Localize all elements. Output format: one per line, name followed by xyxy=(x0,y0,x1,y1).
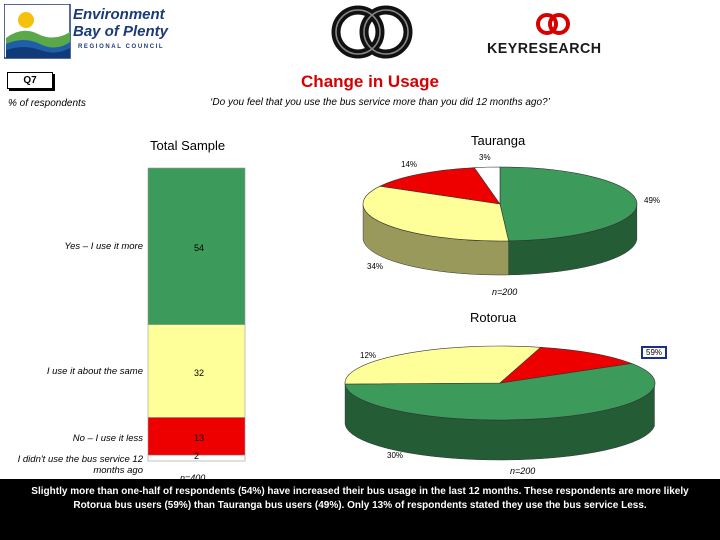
bar-value-label: 32 xyxy=(194,368,205,378)
pie-value-label: 59% xyxy=(641,346,668,359)
pie-slice xyxy=(499,166,638,242)
pie-slice xyxy=(499,346,633,384)
page-title: Change in Usage xyxy=(301,72,439,91)
percent-label: % of respondents xyxy=(8,98,86,109)
bar-value-label: 54 xyxy=(194,243,205,253)
bar-value-label: 2 xyxy=(194,451,200,461)
tauranga-n-label: n=200 xyxy=(492,287,518,297)
pie-value-label: 14% xyxy=(401,160,418,169)
org-name-line2: Bay of Plenty xyxy=(73,23,169,40)
rotorua-n-label: n=200 xyxy=(510,466,536,476)
pie-value-label: 49% xyxy=(644,196,661,205)
bar-chart-title: Total Sample xyxy=(150,138,226,153)
keyresearch-rings-icon xyxy=(536,13,570,35)
pie-slice xyxy=(378,167,501,205)
org-name-line1: Environment xyxy=(73,6,165,23)
question-text: ‘Do you feel that you use the bus servic… xyxy=(210,97,550,108)
bar-segment xyxy=(147,417,246,456)
question-code-badge: Q7 xyxy=(7,72,53,89)
pie-slice xyxy=(344,363,656,421)
pie-value-label: 12% xyxy=(360,351,377,360)
bar-segment xyxy=(147,454,246,462)
research-brand: KEYRESEARCH xyxy=(487,40,602,57)
sun-icon xyxy=(18,12,34,28)
pie-value-label: 30% xyxy=(387,451,404,460)
bar-value-label: 13 xyxy=(194,433,205,443)
bar-category-label: I didn't use the bus service 12 months a… xyxy=(17,454,143,476)
pie-value-label: 3% xyxy=(479,153,491,162)
pie-value-label: 34% xyxy=(367,262,384,271)
header-bar: Environment Bay of Plenty REGIONAL COUNC… xyxy=(0,0,720,62)
rings-logo xyxy=(331,5,413,59)
bar-category-label: No – I use it less xyxy=(72,433,143,444)
footer-summary: Slightly more than one-half of responden… xyxy=(0,479,720,540)
bar-segment xyxy=(147,167,246,325)
bar-n-label: n=400 xyxy=(180,473,206,483)
bar-category-label: Yes – I use it more xyxy=(64,241,143,252)
rotorua-pie-title: Rotorua xyxy=(470,310,517,325)
environment-bop-logo xyxy=(4,4,71,59)
pie-slice xyxy=(344,345,542,385)
org-name-line3: REGIONAL COUNCIL xyxy=(78,44,165,50)
bar-category-label: I use it about the same xyxy=(46,366,143,377)
tauranga-pie-title: Tauranga xyxy=(471,133,526,148)
pie-slice xyxy=(473,166,501,205)
